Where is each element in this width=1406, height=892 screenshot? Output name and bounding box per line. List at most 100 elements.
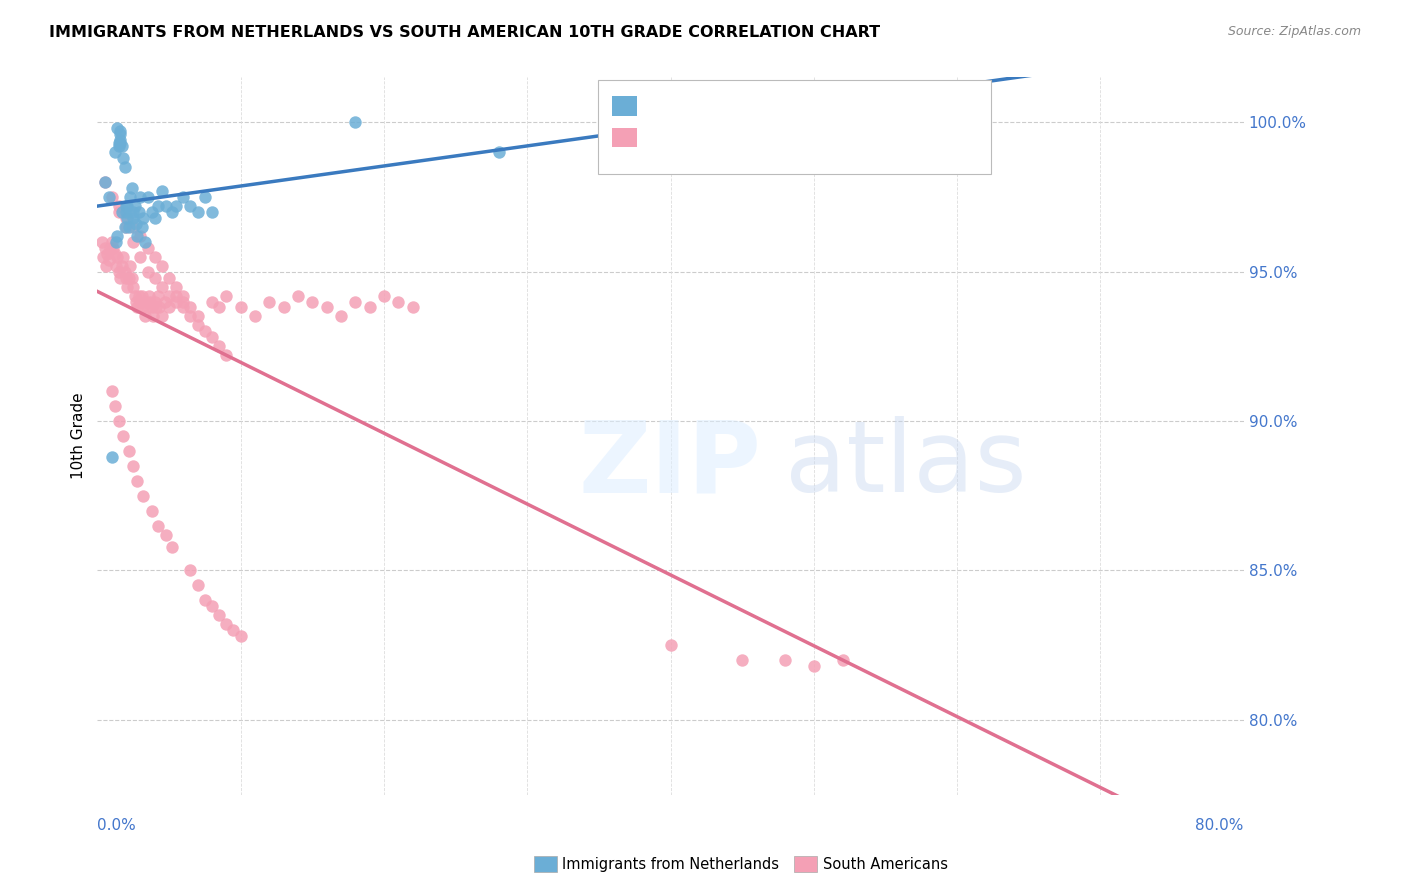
Point bbox=[136, 265, 159, 279]
Point bbox=[165, 279, 187, 293]
Point bbox=[146, 199, 169, 213]
Y-axis label: 10th Grade: 10th Grade bbox=[72, 392, 86, 479]
Point bbox=[110, 133, 132, 147]
Point bbox=[107, 121, 129, 136]
Point bbox=[128, 205, 150, 219]
Point bbox=[150, 184, 173, 198]
Point bbox=[157, 288, 180, 302]
Point bbox=[194, 190, 217, 204]
Point bbox=[120, 259, 142, 273]
Point bbox=[135, 294, 157, 309]
Text: N =: N = bbox=[756, 98, 793, 112]
Point bbox=[208, 301, 231, 315]
Point bbox=[488, 145, 510, 160]
Point bbox=[129, 228, 152, 243]
Text: Source: ZipAtlas.com: Source: ZipAtlas.com bbox=[1227, 25, 1361, 38]
Point bbox=[100, 450, 122, 464]
Point bbox=[104, 235, 127, 249]
Point bbox=[731, 653, 754, 667]
Text: ZIP: ZIP bbox=[579, 417, 762, 513]
Point bbox=[117, 211, 139, 225]
Point bbox=[160, 205, 183, 219]
Point bbox=[110, 124, 132, 138]
Text: atlas: atlas bbox=[785, 417, 1026, 513]
Point bbox=[155, 199, 177, 213]
Point bbox=[134, 310, 156, 324]
Point bbox=[344, 115, 367, 129]
Point bbox=[150, 310, 173, 324]
Point bbox=[118, 219, 141, 234]
Point bbox=[100, 190, 122, 204]
Point bbox=[110, 270, 132, 285]
Text: N =: N = bbox=[756, 129, 793, 144]
Point bbox=[122, 235, 145, 249]
Point bbox=[165, 294, 187, 309]
Point bbox=[127, 228, 149, 243]
Text: R =: R = bbox=[648, 129, 688, 144]
Point bbox=[112, 250, 135, 264]
Point bbox=[112, 429, 135, 443]
Point bbox=[97, 252, 120, 267]
Point bbox=[91, 250, 114, 264]
Point bbox=[187, 310, 209, 324]
Point bbox=[115, 199, 138, 213]
Point bbox=[112, 151, 135, 165]
Point bbox=[139, 294, 162, 309]
Point bbox=[111, 139, 134, 153]
Point bbox=[115, 205, 138, 219]
Point bbox=[273, 301, 295, 315]
Point bbox=[134, 235, 156, 249]
Point bbox=[179, 563, 201, 577]
Point bbox=[773, 653, 796, 667]
Point bbox=[172, 288, 194, 302]
Point bbox=[201, 599, 224, 614]
Point bbox=[141, 205, 163, 219]
Point bbox=[172, 294, 194, 309]
Point bbox=[145, 301, 167, 315]
Point bbox=[124, 288, 146, 302]
Point bbox=[117, 199, 139, 213]
Point bbox=[120, 190, 142, 204]
Point bbox=[187, 205, 209, 219]
Point bbox=[96, 246, 118, 260]
Point bbox=[97, 190, 120, 204]
Point bbox=[111, 259, 134, 273]
Point bbox=[229, 301, 252, 315]
Point bbox=[201, 205, 224, 219]
Point bbox=[132, 301, 155, 315]
Point bbox=[155, 527, 177, 541]
Point bbox=[179, 301, 201, 315]
Point bbox=[287, 288, 309, 302]
Point bbox=[128, 288, 150, 302]
Point bbox=[160, 540, 183, 554]
Point bbox=[208, 608, 231, 623]
Point bbox=[122, 205, 145, 219]
Point bbox=[146, 288, 169, 302]
Text: R =: R = bbox=[648, 98, 683, 112]
Point bbox=[100, 384, 122, 399]
Point bbox=[125, 217, 148, 231]
Point bbox=[301, 294, 323, 309]
Point bbox=[344, 294, 367, 309]
Point bbox=[118, 444, 141, 458]
Point bbox=[122, 219, 145, 234]
Text: 0.0%: 0.0% bbox=[97, 818, 136, 833]
Text: 0.114: 0.114 bbox=[683, 128, 740, 145]
Point bbox=[142, 310, 165, 324]
Point bbox=[108, 414, 131, 428]
Point bbox=[104, 259, 127, 273]
Point bbox=[136, 241, 159, 255]
Point bbox=[150, 279, 173, 293]
Point bbox=[129, 294, 152, 309]
Text: 50: 50 bbox=[792, 96, 817, 114]
Point bbox=[803, 659, 825, 673]
Point bbox=[129, 250, 152, 264]
Point bbox=[259, 294, 281, 309]
Point bbox=[659, 638, 682, 652]
Point bbox=[165, 199, 187, 213]
Point bbox=[108, 265, 131, 279]
Point bbox=[148, 301, 170, 315]
Point bbox=[108, 199, 131, 213]
Point bbox=[401, 301, 423, 315]
Point bbox=[114, 160, 136, 174]
